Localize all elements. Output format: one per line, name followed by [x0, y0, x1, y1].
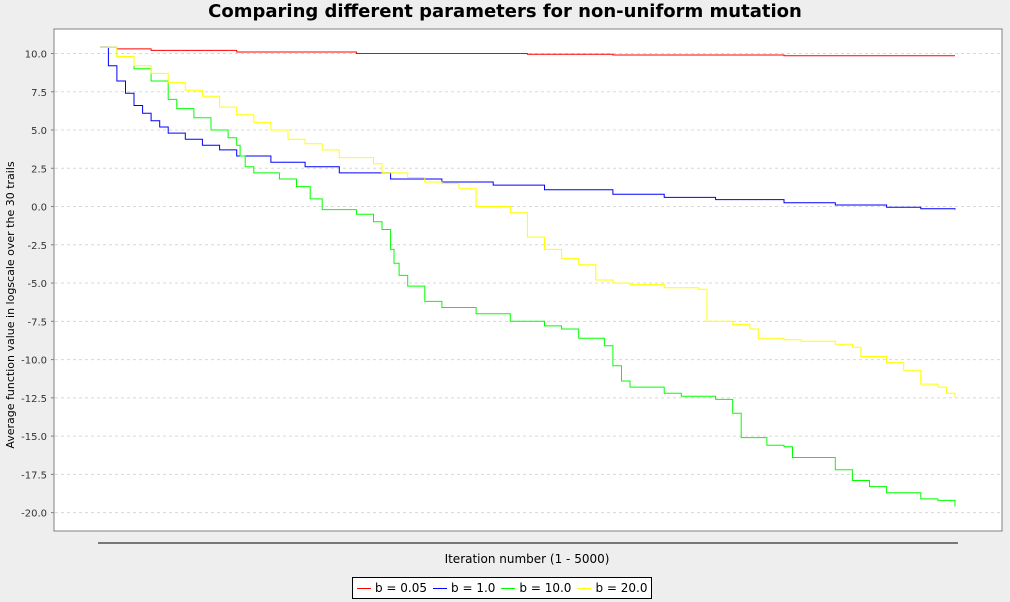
legend-swatch: [357, 587, 371, 589]
legend-label: b = 10.0: [519, 581, 572, 595]
legend-label: b = 20.0: [595, 581, 648, 595]
legend-item-3: b = 10.0: [501, 581, 571, 595]
legend-label: b = 0.05: [375, 581, 428, 595]
plot-background: [53, 28, 1003, 532]
legend-swatch: [577, 587, 592, 589]
y-tick-label: 10.0: [25, 49, 47, 60]
x-axis-label: Iteration number (1 - 5000): [445, 552, 610, 566]
y-tick-label: -7.5: [27, 317, 47, 328]
y-axis-ticks: 10.0 7.5 5.0 2.5 0.0 -2.5 -5.0 -7.5 -10.0 -12.5 -1…: [21, 49, 54, 520]
y-tick-label: 7.5: [31, 88, 47, 99]
legend-label: b = 1.0: [451, 581, 496, 595]
y-tick-label: -17.5: [21, 470, 47, 481]
y-tick-label: -12.5: [21, 394, 47, 405]
y-tick-label: -15.0: [21, 432, 47, 443]
y-tick-label: 2.5: [31, 164, 47, 175]
legend-item-2: b = 1.0: [433, 581, 495, 595]
y-axis-label: Average function value in logscale over …: [4, 161, 17, 449]
series-line-2: [100, 46, 956, 210]
y-tick-label: -2.5: [27, 241, 47, 252]
y-tick-label: -5.0: [27, 279, 47, 290]
y-tick-label: 5.0: [31, 126, 47, 137]
legend-item-4: b = 20.0: [577, 581, 647, 595]
series-lines: [100, 46, 956, 507]
chart-legend: b = 0.05 b = 1.0 b = 10.0 b = 20.0: [352, 577, 653, 599]
y-tick-label: -10.0: [21, 356, 47, 367]
series-line-4: [100, 46, 956, 398]
chart-title: Comparing different parameters for non-u…: [208, 1, 802, 22]
legend-swatch: [501, 587, 516, 589]
y-tick-label: -20.0: [21, 509, 47, 520]
y-tick-label: 0.0: [31, 203, 47, 214]
legend-item-1: b = 0.05: [357, 581, 427, 595]
legend-swatch: [433, 587, 448, 589]
series-line-1: [100, 46, 955, 57]
series-line-3: [100, 46, 956, 507]
